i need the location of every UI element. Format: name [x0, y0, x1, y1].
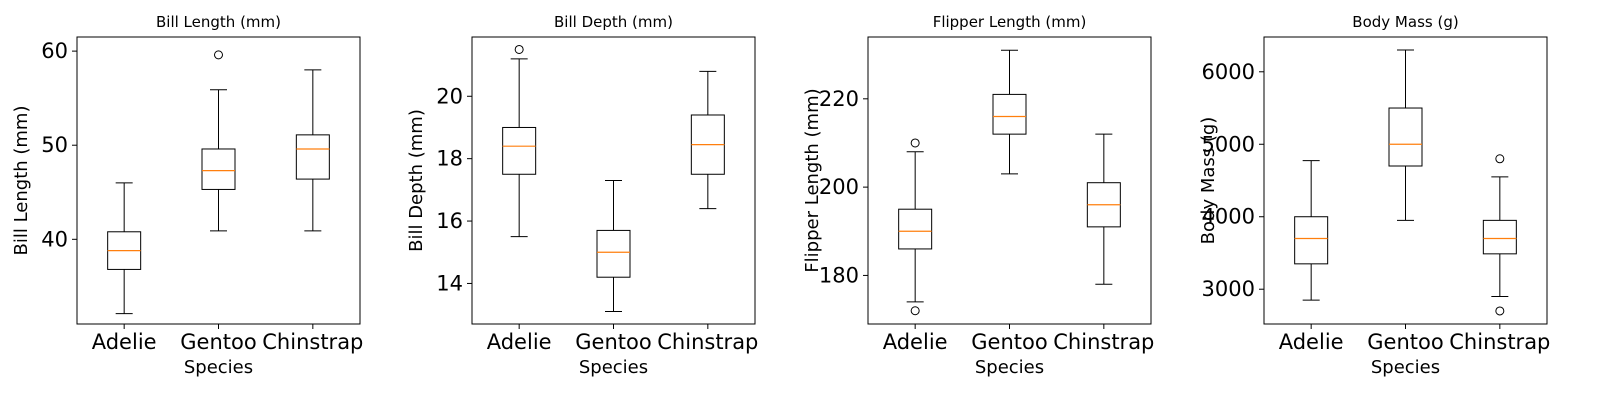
box-iqr: [898, 208, 933, 250]
outlier-point: [910, 306, 920, 316]
box-iqr: [1388, 107, 1423, 167]
y-axis-label: Bill Length (mm): [11, 106, 32, 256]
x-tick-label: Chinstrap: [262, 330, 363, 354]
outlier-point: [1495, 154, 1505, 164]
y-tick-label: 40: [41, 227, 68, 251]
x-axis-label: Species: [579, 357, 648, 378]
panel-title: Bill Length (mm): [156, 13, 281, 31]
box-iqr: [1294, 216, 1329, 265]
x-tick-label: Adelie: [92, 330, 157, 354]
y-axis-label: Body Mass (g): [1198, 117, 1219, 245]
y-tick-label: 180: [819, 263, 859, 287]
x-tick-label: Adelie: [883, 330, 948, 354]
box-iqr: [295, 134, 330, 180]
x-tick-label: Gentoo: [1367, 330, 1443, 354]
outlier-point: [514, 44, 524, 54]
axes-frame: [76, 36, 361, 325]
panel-title: Bill Depth (mm): [554, 13, 673, 31]
box-iqr: [992, 93, 1027, 135]
y-axis-label: Flipper Length (mm): [802, 88, 823, 272]
y-tick-label: 50: [41, 133, 68, 157]
box-iqr: [1482, 219, 1517, 255]
panel-title: Body Mass (g): [1352, 13, 1458, 31]
y-tick-label: 5000: [1202, 132, 1255, 156]
y-tick-label: 20: [436, 84, 463, 108]
x-tick-label: Chinstrap: [1449, 330, 1550, 354]
outlier-point: [214, 50, 223, 60]
x-tick-label: Adelie: [487, 330, 552, 354]
x-tick-label: Gentoo: [180, 330, 256, 354]
y-tick-label: 6000: [1202, 60, 1255, 84]
y-axis-label: Bill Depth (mm): [406, 109, 427, 252]
x-tick-label: Gentoo: [575, 330, 651, 354]
x-tick-label: Chinstrap: [1053, 330, 1154, 354]
outlier-point: [910, 138, 920, 148]
panel-title: Flipper Length (mm): [933, 13, 1087, 31]
y-tick-label: 4000: [1202, 205, 1255, 229]
box-iqr: [201, 148, 236, 190]
box-iqr: [502, 126, 537, 175]
y-tick-label: 14: [436, 271, 463, 295]
x-axis-label: Species: [1371, 357, 1440, 378]
x-axis-label: Species: [975, 357, 1044, 378]
outlier-point: [1495, 306, 1505, 316]
x-axis-label: Species: [184, 357, 253, 378]
y-tick-label: 18: [436, 147, 463, 171]
y-tick-label: 16: [436, 209, 463, 233]
x-tick-label: Chinstrap: [657, 330, 758, 354]
y-tick-label: 3000: [1202, 277, 1255, 301]
y-tick-label: 200: [819, 175, 859, 199]
y-tick-label: 220: [819, 87, 859, 111]
x-tick-label: Gentoo: [971, 330, 1047, 354]
box-iqr: [596, 229, 631, 278]
y-tick-label: 60: [41, 39, 68, 63]
x-tick-label: Adelie: [1279, 330, 1344, 354]
